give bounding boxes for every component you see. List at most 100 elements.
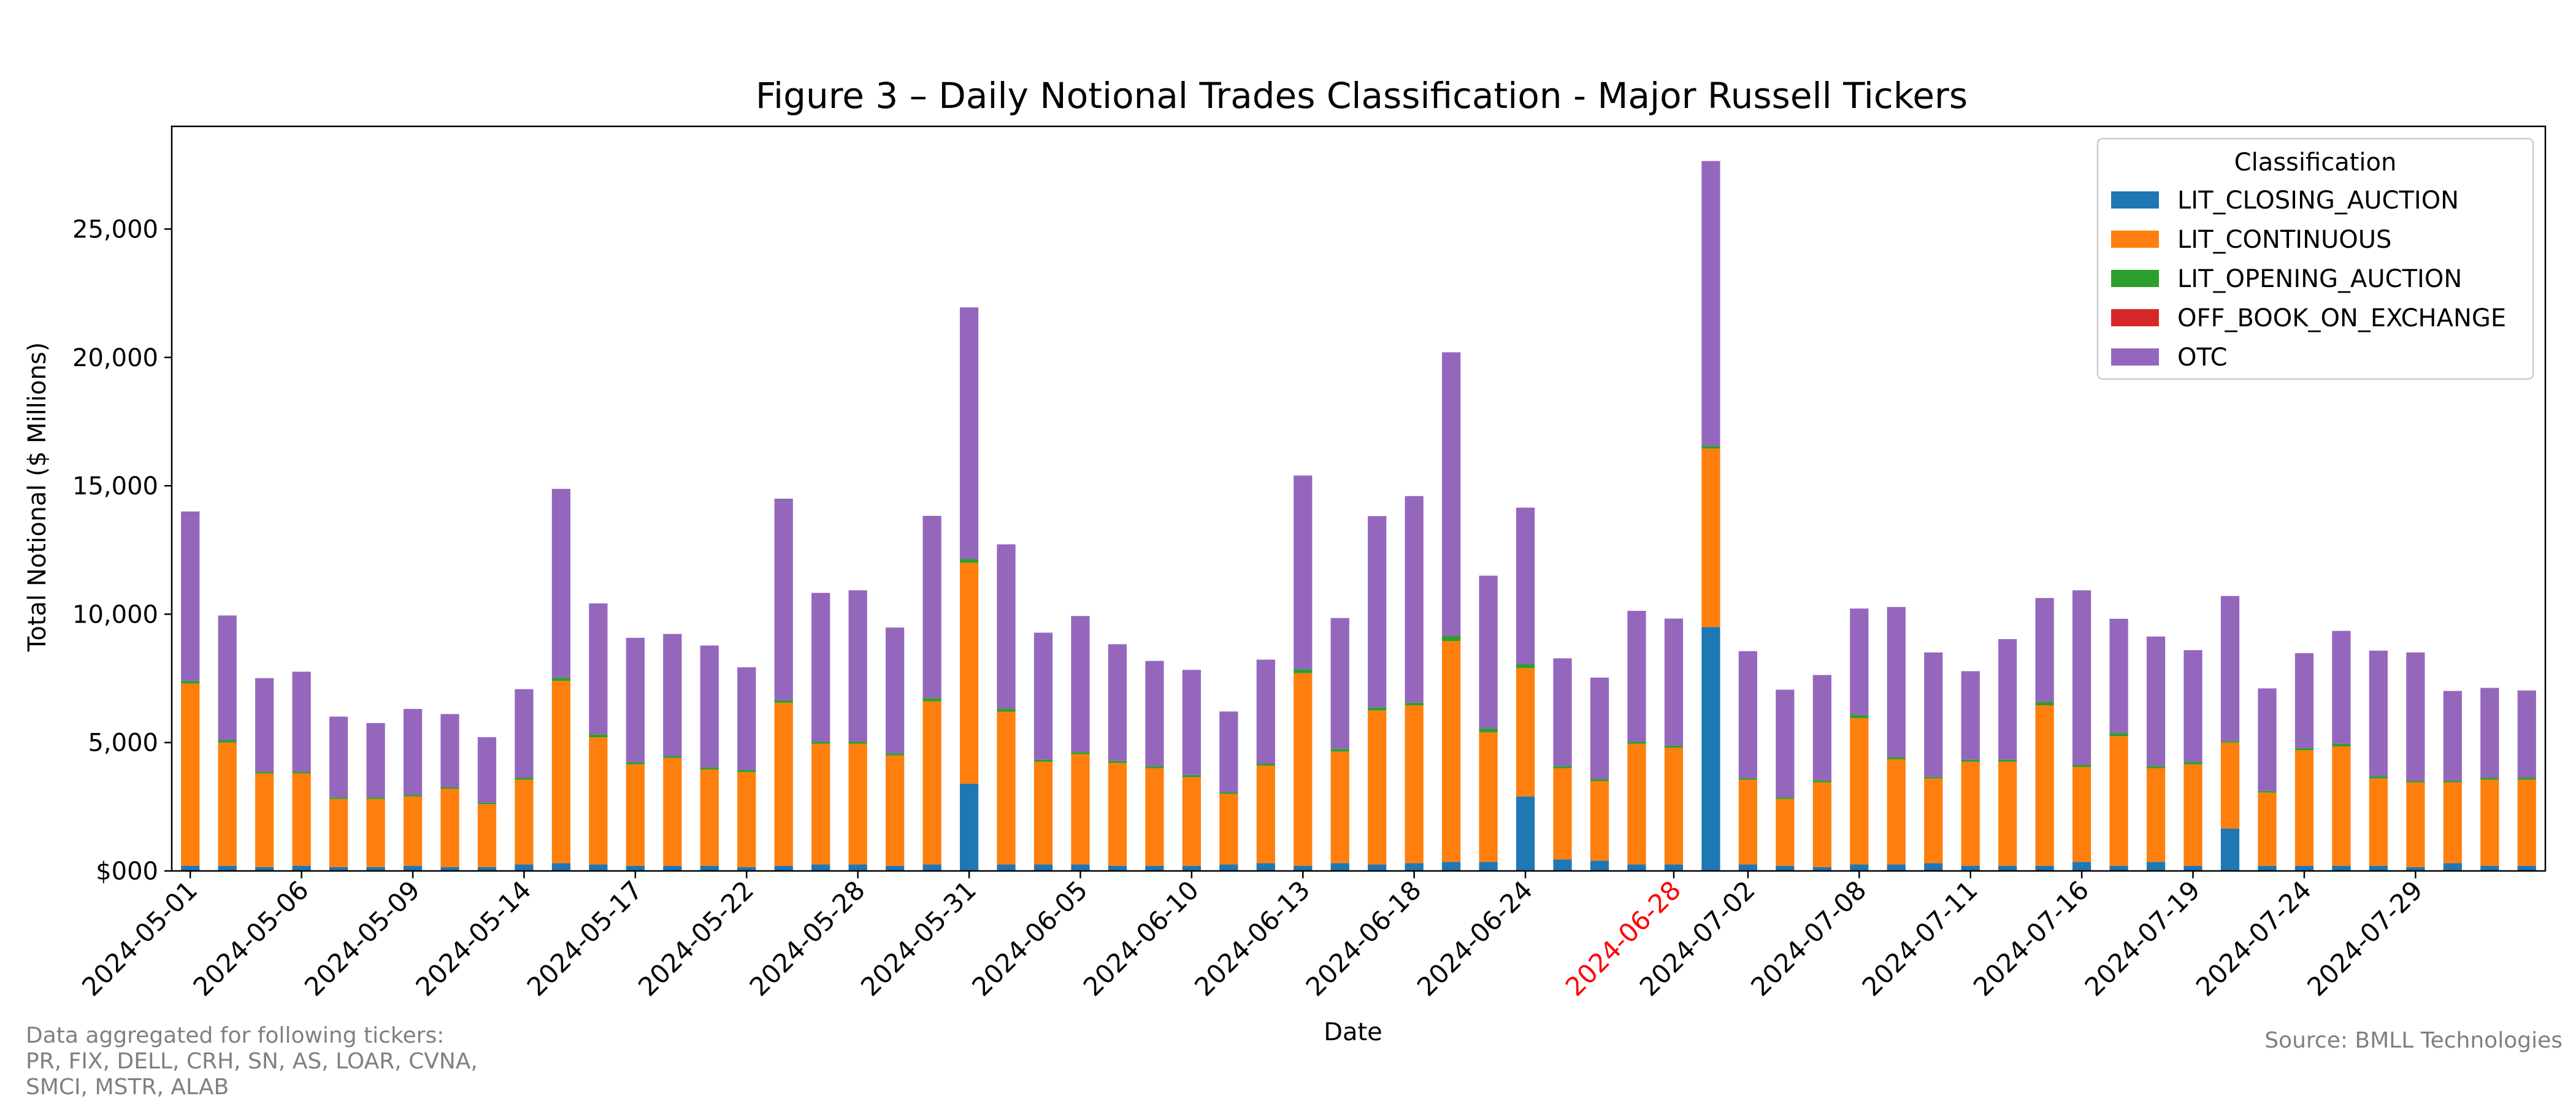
- bar-lit-closing-auction-35: [1479, 862, 1498, 871]
- bar-lit-continuous-15: [737, 772, 756, 867]
- bar-lit-continuous-29: [1256, 765, 1275, 864]
- bar-otc-19: [886, 627, 905, 754]
- bar-otc-0: [181, 511, 200, 681]
- bar-lit-continuous-45: [1850, 718, 1869, 865]
- bar-lit-continuous-16: [774, 702, 793, 866]
- bar-lit-closing-auction-63: [2517, 865, 2536, 871]
- bar-lit-closing-auction-14: [700, 865, 719, 871]
- bar-lit-opening-auction-52: [2109, 733, 2128, 737]
- bar-lit-closing-auction-55: [2220, 828, 2240, 871]
- y-tick-label-4: 20,000: [72, 344, 158, 372]
- bar-lit-continuous-43: [1776, 799, 1795, 866]
- footnote-line-1: Data aggregated for following tickers:: [26, 1023, 445, 1048]
- bar-otc-45: [1850, 608, 1869, 715]
- footnote-line-3: SMCI, MSTR, ALAB: [26, 1075, 229, 1100]
- bar-lit-opening-auction-9: [515, 778, 534, 780]
- bar-lit-opening-auction-15: [737, 770, 756, 772]
- bar-otc-18: [848, 590, 867, 742]
- bar-otc-48: [1961, 671, 1980, 760]
- bar-lit-opening-auction-33: [1405, 702, 1424, 705]
- bar-lit-continuous-20: [922, 701, 941, 865]
- bar-lit-opening-auction-42: [1738, 778, 1758, 780]
- y-tick-label-0: $000: [96, 857, 158, 886]
- bar-lit-continuous-21: [959, 562, 979, 784]
- bar-lit-continuous-6: [403, 796, 423, 866]
- legend-swatch-off-book-on-exchange: [2111, 309, 2159, 326]
- bar-lit-continuous-46: [1887, 759, 1906, 865]
- bar-lit-continuous-63: [2517, 780, 2536, 866]
- bar-lit-opening-auction-63: [2517, 778, 2536, 780]
- bar-lit-closing-auction-58: [2332, 865, 2351, 871]
- bar-lit-opening-auction-1: [218, 740, 237, 743]
- bar-lit-opening-auction-43: [1776, 797, 1795, 799]
- bar-lit-closing-auction-29: [1256, 863, 1275, 871]
- bar-otc-50: [2035, 598, 2054, 702]
- bar-lit-opening-auction-34: [1442, 635, 1461, 642]
- bar-lit-continuous-17: [811, 743, 830, 865]
- legend-swatch-otc: [2111, 348, 2159, 366]
- bar-lit-continuous-4: [329, 799, 348, 867]
- bar-lit-closing-auction-42: [1738, 864, 1758, 871]
- bar-lit-closing-auction-12: [626, 865, 645, 871]
- bar-otc-29: [1256, 659, 1275, 764]
- bar-lit-closing-auction-57: [2294, 865, 2314, 871]
- x-axis-label: Date: [1324, 1018, 1382, 1046]
- x-tick-label-12: 2024-06-24: [1411, 875, 1538, 1002]
- bar-lit-closing-auction-17: [811, 864, 830, 871]
- bar-lit-opening-auction-55: [2220, 741, 2240, 743]
- bar-lit-closing-auction-59: [2369, 865, 2388, 871]
- bar-lit-closing-auction-22: [997, 864, 1016, 871]
- bar-lit-continuous-55: [2220, 742, 2240, 829]
- bar-lit-closing-auction-48: [1961, 865, 1980, 871]
- bar-lit-opening-auction-29: [1256, 764, 1275, 766]
- bar-lit-closing-auction-60: [2406, 867, 2425, 871]
- bar-lit-opening-auction-57: [2294, 748, 2314, 751]
- bar-lit-closing-auction-6: [403, 865, 423, 871]
- bar-lit-continuous-44: [1812, 782, 1831, 867]
- bar-lit-continuous-0: [181, 683, 200, 866]
- bar-otc-30: [1294, 475, 1313, 670]
- bar-lit-closing-auction-10: [551, 863, 571, 871]
- bar-lit-opening-auction-59: [2369, 776, 2388, 779]
- bar-lit-opening-auction-45: [1850, 715, 1869, 718]
- bar-lit-opening-auction-25: [1108, 761, 1127, 764]
- legend-label-off-book-on-exchange: OFF_BOOK_ON_EXCHANGE: [2177, 304, 2506, 332]
- bar-lit-opening-auction-47: [1924, 776, 1943, 779]
- bar-lit-opening-auction-18: [848, 742, 867, 744]
- legend-label-lit-closing-auction: LIT_CLOSING_AUCTION: [2177, 186, 2459, 215]
- bar-lit-continuous-58: [2332, 746, 2351, 866]
- bar-lit-opening-auction-0: [181, 681, 200, 684]
- y-tick-label-1: 5,000: [88, 729, 158, 757]
- legend-label-lit-continuous: LIT_CONTINUOUS: [2177, 226, 2391, 254]
- bar-otc-21: [959, 307, 979, 559]
- bar-otc-20: [922, 516, 941, 699]
- bar-lit-continuous-37: [1553, 768, 1572, 860]
- bar-lit-closing-auction-56: [2258, 865, 2277, 871]
- x-tick-label-18: 2024-07-19: [2079, 875, 2206, 1002]
- bar-lit-opening-auction-4: [329, 797, 348, 799]
- bar-lit-closing-auction-54: [2183, 865, 2202, 871]
- bar-lit-opening-auction-41: [1701, 446, 1720, 449]
- bar-otc-2: [255, 678, 274, 772]
- bar-lit-opening-auction-14: [700, 767, 719, 770]
- legend: Classification LIT_CLOSING_AUCTION LIT_CON…: [2096, 137, 2534, 380]
- bar-lit-continuous-27: [1182, 777, 1201, 866]
- bar-otc-27: [1182, 670, 1201, 775]
- bar-otc-17: [811, 592, 830, 742]
- bar-lit-closing-auction-40: [1664, 864, 1684, 871]
- bar-lit-continuous-24: [1071, 754, 1090, 865]
- bar-lit-continuous-35: [1479, 732, 1498, 862]
- bar-lit-opening-auction-61: [2443, 781, 2462, 783]
- bar-lit-continuous-32: [1368, 710, 1387, 865]
- plot-area: $000 5,000 10,000 15,000 20,000 25,000 2024-05…: [72, 125, 2547, 1002]
- bar-lit-closing-auction-33: [1405, 863, 1424, 871]
- bar-otc-26: [1145, 661, 1164, 767]
- bar-otc-32: [1368, 516, 1387, 708]
- bar-lit-closing-auction-45: [1850, 864, 1869, 871]
- legend-box: [2096, 137, 2534, 380]
- bar-lit-continuous-7: [440, 789, 459, 867]
- x-tick-label-0: 2024-05-01: [76, 875, 203, 1002]
- bar-otc-43: [1776, 689, 1795, 798]
- x-tick-label-2: 2024-05-09: [299, 875, 426, 1002]
